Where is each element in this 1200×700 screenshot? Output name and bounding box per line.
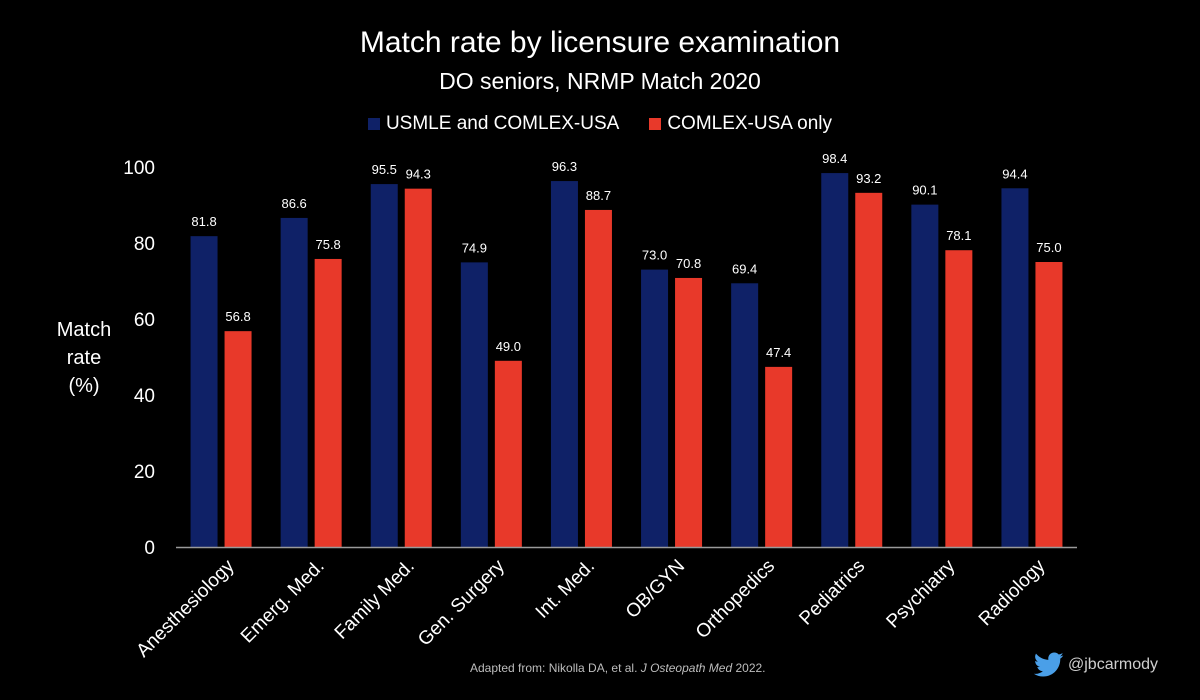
data-label: 47.4	[766, 345, 791, 360]
x-tick-label: Family Med.	[331, 556, 419, 644]
bar-usmle	[641, 269, 669, 547]
data-label: 56.8	[225, 309, 250, 324]
bar-comlex	[945, 250, 973, 547]
data-label: 95.5	[372, 162, 397, 177]
data-label: 86.6	[281, 196, 306, 211]
y-tick-label: 40	[134, 386, 155, 407]
y-axis-label-line: rate	[66, 347, 102, 369]
data-label: 78.1	[946, 228, 971, 243]
x-tick-label: Int. Med.	[532, 556, 599, 623]
data-label: 75.0	[1036, 240, 1061, 255]
citation-prefix: Adapted from: Nikolla DA, et al.	[470, 661, 641, 675]
x-tick-label: Radiology	[975, 555, 1050, 630]
legend-label-comlex: COMLEX-USA only	[667, 113, 833, 134]
data-label: 96.3	[552, 159, 577, 174]
x-tick-label: Orthopedics	[692, 556, 779, 643]
data-label: 94.4	[1002, 166, 1027, 181]
data-label: 73.0	[642, 248, 667, 263]
x-tick-label: Emerg. Med.	[237, 556, 329, 648]
x-tick-label: Anesthesiology	[133, 555, 239, 661]
twitter-bird-icon	[1034, 652, 1064, 677]
data-label: 74.9	[462, 240, 487, 255]
y-tick-label: 100	[123, 158, 155, 179]
bar-comlex	[765, 366, 793, 547]
bar-usmle	[370, 184, 398, 547]
bar-usmle	[731, 283, 759, 547]
data-label: 70.8	[676, 256, 701, 271]
bar-usmle	[190, 236, 218, 547]
bar-usmle	[280, 217, 308, 548]
data-label: 81.8	[191, 214, 216, 229]
bar-usmle	[460, 262, 488, 547]
legend-label-usmle: USMLE and COMLEX-USA	[385, 113, 620, 134]
y-tick-label: 60	[134, 310, 155, 331]
bar-usmle	[821, 173, 849, 547]
bar-comlex	[675, 277, 703, 547]
data-label: 49.0	[496, 339, 521, 354]
twitter-handle: @jbcarmody	[1034, 652, 1158, 678]
data-label: 90.1	[912, 183, 937, 198]
data-label: 94.3	[406, 167, 431, 182]
data-label: 69.4	[732, 261, 757, 276]
x-tick-label: OB/GYN	[622, 556, 689, 623]
data-label: 88.7	[586, 188, 611, 203]
bar-comlex	[584, 209, 612, 547]
data-label: 98.4	[822, 151, 847, 166]
chart-subtitle: DO seniors, NRMP Match 2020	[439, 68, 761, 94]
legend: USMLE and COMLEX-USA COMLEX-USA only	[0, 113, 1200, 135]
x-tick-label: Psychiatry	[883, 555, 960, 632]
citation-year: 2022.	[732, 661, 766, 675]
chart-title: Match rate by licensure examination	[359, 26, 841, 59]
legend-swatch-usmle	[367, 118, 380, 130]
bar-comlex	[224, 331, 252, 547]
bar-comlex	[404, 188, 432, 547]
x-tick-label: Pediatrics	[795, 556, 869, 630]
bar-comlex	[855, 192, 883, 547]
y-axis-label-line: Match	[56, 319, 112, 341]
bar-usmle	[911, 204, 939, 547]
legend-item-usmle: USMLE and COMLEX-USA	[367, 113, 620, 135]
y-axis-label-line: (%)	[68, 375, 100, 397]
twitter-handle-text: @jbcarmody	[1068, 656, 1159, 673]
bar-comlex	[314, 258, 342, 547]
y-axis-label: Match rate (%)	[44, 316, 124, 400]
data-label: 75.8	[315, 237, 340, 252]
data-label: 93.2	[856, 171, 881, 186]
bar-usmle	[1001, 188, 1029, 547]
bar-comlex	[1035, 262, 1063, 547]
legend-swatch-comlex	[649, 118, 662, 130]
bar-usmle	[550, 181, 578, 547]
bar-comlex	[494, 360, 522, 547]
y-tick-label: 80	[134, 234, 155, 255]
x-tick-label: Gen. Surgery	[414, 555, 509, 650]
y-tick-label: 20	[134, 462, 155, 483]
citation-journal: J Osteopath Med	[640, 661, 733, 675]
legend-item-comlex: COMLEX-USA only	[649, 113, 832, 135]
source-citation: Adapted from: Nikolla DA, et al. J Osteo…	[470, 661, 766, 675]
y-tick-label: 0	[144, 538, 155, 559]
